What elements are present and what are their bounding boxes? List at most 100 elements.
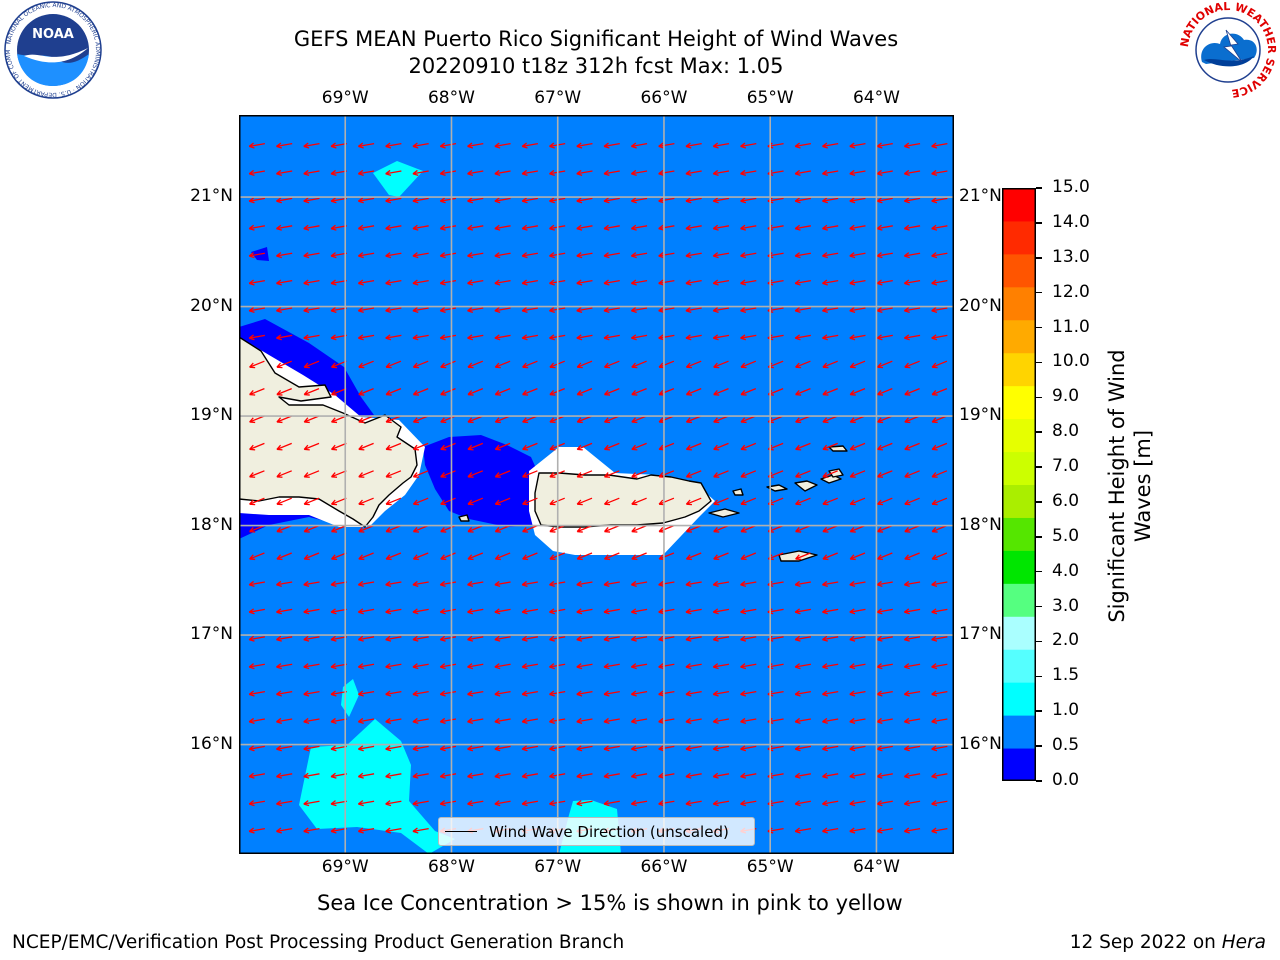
- colorbar-title-line1: Significant Height of Wind: [1105, 349, 1129, 623]
- wave-direction-arrow: [603, 360, 620, 369]
- wave-direction-arrow: [740, 142, 757, 149]
- wave-direction-arrow: [658, 608, 675, 615]
- wave-direction-arrow: [494, 663, 511, 670]
- wave-direction-arrow: [303, 552, 320, 561]
- wave-direction-arrow: [794, 772, 811, 779]
- wave-direction-arrow: [931, 552, 948, 561]
- wave-direction-arrow: [248, 690, 265, 697]
- wave-direction-arrow: [303, 717, 320, 725]
- wave-direction-arrow: [740, 279, 757, 286]
- lon-label-top: 67°W: [534, 88, 582, 108]
- wave-direction-arrow: [658, 306, 675, 314]
- wave-direction-arrow: [330, 279, 347, 286]
- wave-direction-arrow: [658, 197, 675, 204]
- wave-direction-arrow: [494, 497, 511, 506]
- wave-direction-arrow: [794, 745, 811, 752]
- wave-direction-arrow: [276, 306, 293, 314]
- colorbar-tick-mark: [1036, 222, 1042, 224]
- wave-direction-arrow: [494, 442, 511, 451]
- colorbar-tick-mark: [1036, 326, 1042, 329]
- wave-direction-arrow: [276, 142, 293, 149]
- wave-direction-arrow: [931, 169, 948, 177]
- wave-direction-arrow: [822, 663, 839, 670]
- colorbar-tick-label: 14.0: [1052, 211, 1090, 232]
- st-john-land: [794, 480, 818, 492]
- wave-direction-arrow: [713, 360, 729, 369]
- wave-direction-arrow: [903, 580, 921, 588]
- wave-direction-arrow: [904, 442, 920, 451]
- wave-direction-arrow: [740, 470, 757, 478]
- colorbar-tick-label: 2.0: [1052, 630, 1080, 651]
- wave-direction-arrow: [330, 306, 347, 314]
- wave-direction-arrow: [467, 334, 484, 341]
- wave-direction-arrow: [330, 497, 347, 506]
- wave-direction-arrow: [603, 608, 620, 615]
- wave-direction-arrow: [467, 608, 484, 615]
- wave-direction-arrow: [903, 334, 921, 341]
- wave-direction-arrow: [249, 442, 265, 451]
- wave-direction-arrow: [303, 197, 320, 204]
- lon-label-bottom: 66°W: [640, 857, 688, 877]
- wave-direction-arrow: [412, 525, 429, 533]
- wave-direction-arrow: [876, 197, 893, 204]
- wave-direction-arrow: [931, 635, 948, 642]
- wave-direction-arrow: [276, 745, 293, 752]
- wind-wave-arrows: [248, 142, 948, 834]
- wave-direction-arrow: [876, 142, 893, 149]
- wave-direction-arrow: [849, 142, 866, 149]
- colorbar-tick-label: 4.0: [1052, 560, 1080, 581]
- wave-direction-arrow: [494, 169, 511, 177]
- wave-direction-arrow: [576, 142, 593, 149]
- wave-direction-arrow: [358, 497, 374, 506]
- wave-direction-arrow: [276, 415, 292, 424]
- wave-direction-arrow: [385, 279, 402, 286]
- wave-direction-arrow: [248, 169, 265, 177]
- wave-direction-arrow: [494, 800, 511, 807]
- wave-direction-arrow: [904, 497, 920, 506]
- wave-direction-arrow: [903, 306, 921, 314]
- wave-direction-arrow: [740, 224, 757, 231]
- wave-direction-arrow: [467, 717, 484, 725]
- wave-direction-arrow: [658, 745, 675, 752]
- wave-direction-arrow: [794, 690, 811, 697]
- wave-direction-arrow: [467, 497, 484, 506]
- nws-logo-icon: NATIONAL WEATHER SERVICE: [1178, 0, 1278, 100]
- wave-direction-arrow: [276, 334, 293, 341]
- wave-direction-arrow: [822, 142, 839, 149]
- wave-direction-arrow: [849, 415, 866, 424]
- wave-direction-arrow: [412, 800, 429, 807]
- wave-direction-arrow: [249, 497, 265, 506]
- wave-direction-arrow: [440, 388, 456, 396]
- wave-direction-arrow: [931, 608, 948, 615]
- colorbar-segment: [1002, 484, 1036, 518]
- wave-direction-arrow: [303, 470, 320, 478]
- wave-direction-arrow: [330, 827, 347, 834]
- wave-direction-arrow: [876, 334, 893, 341]
- virgin-gorda-land: [828, 468, 844, 478]
- wave-direction-arrow: [494, 635, 511, 642]
- wave-direction-arrow: [630, 142, 648, 149]
- wave-direction-arrow: [740, 690, 757, 697]
- st-thomas-land: [766, 484, 788, 492]
- wave-direction-arrow: [822, 415, 838, 424]
- wave-direction-arrow: [439, 197, 457, 204]
- wave-direction-arrow: [685, 580, 702, 588]
- wave-direction-arrow: [630, 745, 648, 752]
- colorbar-tick-label: 12.0: [1052, 281, 1090, 302]
- wave-direction-arrow: [357, 717, 375, 725]
- wave-direction-arrow: [876, 470, 893, 478]
- wave-direction-arrow: [412, 690, 429, 697]
- wave-direction-arrow: [385, 388, 402, 396]
- lon-label-bottom: 65°W: [746, 857, 794, 877]
- wave-direction-arrow: [685, 772, 702, 779]
- map-gridlines: [239, 115, 954, 854]
- wave-direction-arrow: [248, 608, 265, 615]
- wave-direction-arrow: [330, 608, 347, 615]
- wave-direction-arrow: [794, 169, 811, 177]
- wave-direction-arrow: [712, 635, 730, 642]
- wave-direction-arrow: [849, 663, 866, 670]
- wave-direction-arrow: [521, 635, 538, 642]
- wave-direction-arrow: [876, 552, 893, 561]
- lon-label-bottom: 67°W: [534, 857, 582, 877]
- wave-direction-arrow: [795, 442, 811, 451]
